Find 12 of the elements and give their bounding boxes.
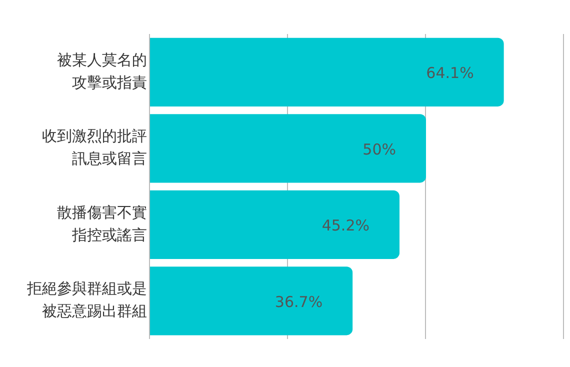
data-label: 36.7% [274, 292, 323, 311]
y-tick-label: 拒絕參與群組或是被惡意踢出群組 [26, 280, 147, 320]
bar [150, 190, 400, 259]
data-label: 45.2% [322, 216, 370, 235]
data-label: 64.1% [426, 64, 474, 82]
y-tick-label: 收到激烈的批評訊息或留言 [42, 127, 147, 168]
data-label: 50% [362, 140, 396, 158]
y-tick-label: 散播傷害不實指控或謠言 [57, 203, 147, 244]
bar [150, 38, 504, 106]
bar [150, 114, 426, 183]
y-tick-label: 被某人莫名的攻擊或指責 [57, 50, 147, 92]
bar [150, 266, 353, 336]
